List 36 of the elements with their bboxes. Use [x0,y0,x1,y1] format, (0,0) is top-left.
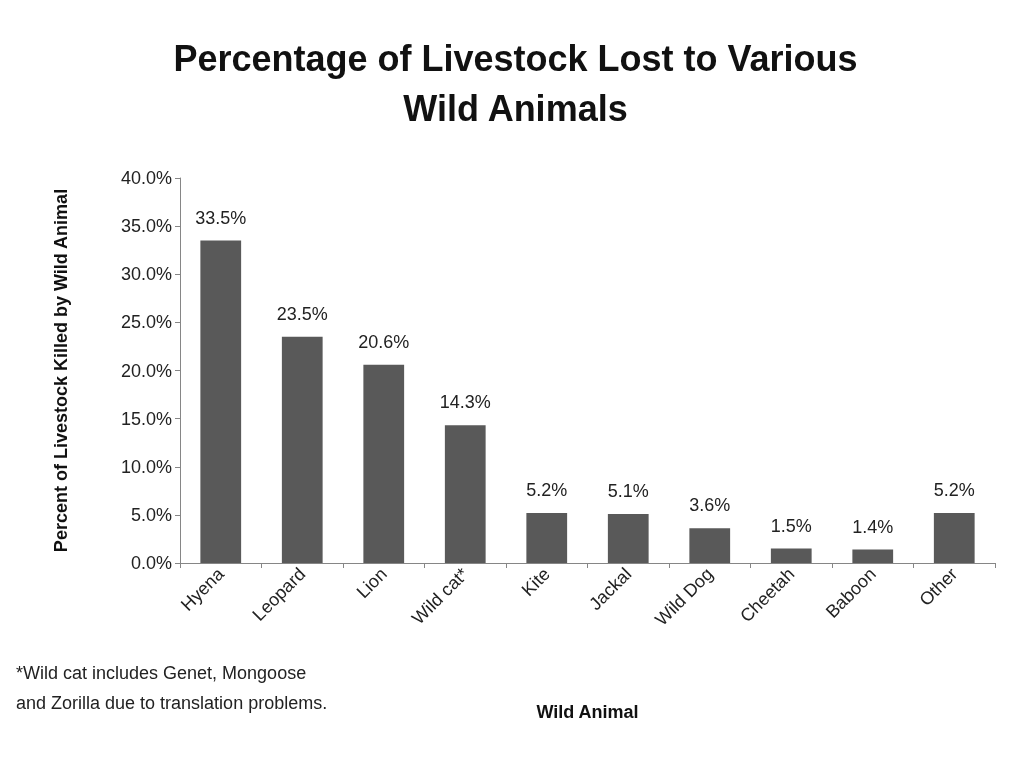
bar [770,548,812,563]
bar [607,513,649,563]
x-tick-label: Lion [352,563,391,603]
bar [689,528,731,563]
data-label: 20.6% [358,331,410,352]
x-axis-title: Wild Animal [536,702,639,722]
bar [852,549,894,563]
data-label: 1.5% [770,515,812,536]
data-label: 5.2% [526,479,568,500]
data-label: 33.5% [195,207,247,228]
data-label: 5.1% [607,480,649,501]
x-tick-label: Kite [517,563,554,600]
y-tick-label: 35.0% [120,216,172,237]
data-label: 5.2% [933,479,975,500]
y-tick-label: 0.0% [130,553,172,573]
y-tick-label: 30.0% [120,264,172,285]
y-axis-title: Percent of Livestock Killed by Wild Animal [51,188,71,553]
data-label: 1.4% [852,516,894,537]
bar [444,425,486,563]
y-tick-label: 5.0% [130,504,172,525]
bar [363,364,405,563]
y-tick-label: 20.0% [120,360,172,381]
data-label: 3.6% [689,495,731,516]
text: *Wild cat includes Genet, Mongoose and Zorilla due to translation problems. [16,663,328,713]
data-label: 23.5% [276,303,328,324]
bar [933,512,975,563]
data-label: 14.3% [439,392,491,413]
y-tick-label: 25.0% [120,312,172,333]
bar [281,336,323,563]
x-tick-label: Wild Dog [651,563,717,630]
bar [200,240,242,563]
bar [526,512,568,563]
y-tick-label: 15.0% [120,408,172,429]
y-tick-label: 10.0% [120,456,172,477]
chart-title: Percentage of Livestock Lost to Various Wild Animals [173,37,858,129]
y-tick-label: 40.0% [120,168,172,188]
